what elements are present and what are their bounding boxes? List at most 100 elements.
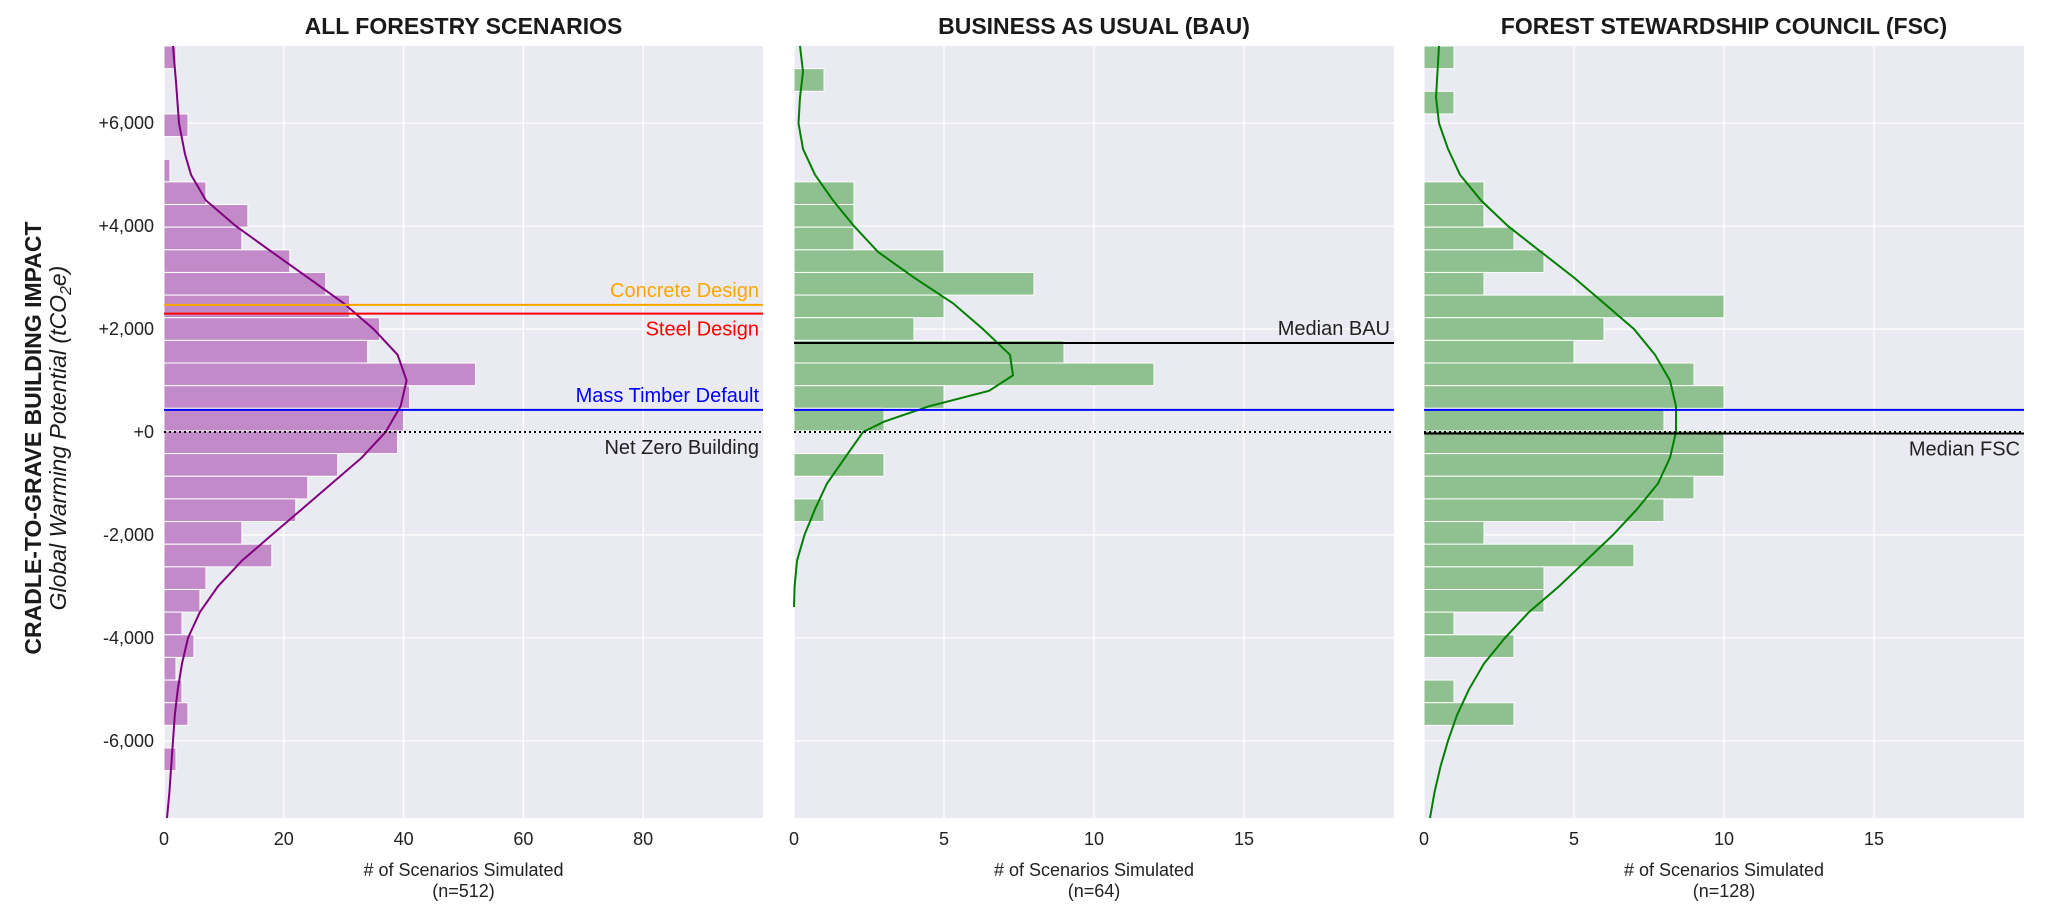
x-tick-label: 80 xyxy=(633,829,653,849)
histogram-bar xyxy=(163,656,177,681)
histogram-bar xyxy=(793,181,855,206)
reference-line-label: Net Zero Building xyxy=(604,437,759,459)
histogram-bar xyxy=(793,249,945,273)
histogram-bar xyxy=(1423,611,1455,636)
reference-line-label: Mass Timber Default xyxy=(576,385,760,407)
histogram-bar xyxy=(1423,90,1455,115)
histogram-bar xyxy=(1423,271,1485,296)
histogram-bar xyxy=(163,249,291,273)
histogram-bar xyxy=(1423,249,1545,273)
histogram-bar xyxy=(163,271,327,296)
x-tick-label: 40 xyxy=(394,829,414,849)
x-axis-sample-size: (n=64) xyxy=(1068,881,1121,901)
histogram-bar xyxy=(793,317,915,341)
panel-3: Median FSC FOREST STEWARDSHIP COUNCIL (FS… xyxy=(1419,13,2024,901)
histogram-bar xyxy=(793,385,945,409)
histogram-bar xyxy=(793,271,1035,296)
histogram-bar xyxy=(793,294,945,319)
kde-curve xyxy=(166,45,408,819)
panels: Concrete Design Steel Design Mass Timber D… xyxy=(98,13,2024,901)
histogram-bar xyxy=(163,385,411,409)
histogram-bar xyxy=(1423,498,1665,523)
histogram-bar xyxy=(163,226,243,251)
reference-line-label: Concrete Design xyxy=(610,280,759,302)
histogram-bar xyxy=(163,611,183,636)
x-axis-label: # of Scenarios Simulated xyxy=(363,860,563,880)
x-axis-label: # of Scenarios Simulated xyxy=(994,860,1194,880)
histogram-bar xyxy=(793,362,1155,387)
histogram-bar xyxy=(163,543,273,568)
x-tick-label: 0 xyxy=(1419,829,1429,849)
x-tick-label: 0 xyxy=(789,829,799,849)
histogram-bar xyxy=(163,362,476,387)
histogram-bar xyxy=(163,339,369,364)
histogram-bar xyxy=(1423,679,1455,704)
histogram-bar xyxy=(163,407,405,432)
y-tick-label: +0 xyxy=(133,422,154,442)
reference-line-label: Median BAU xyxy=(1278,318,1390,340)
histogram-bar xyxy=(1423,566,1545,590)
histogram-bar xyxy=(163,430,399,455)
histogram-bar xyxy=(163,204,249,228)
histogram-bar xyxy=(163,45,177,70)
histogram-bar xyxy=(163,181,207,206)
histogram-bar xyxy=(163,634,195,658)
histogram-bar xyxy=(1423,294,1725,319)
histogram-bar xyxy=(793,68,825,92)
histogram-bar xyxy=(1423,204,1485,228)
histogram-bar xyxy=(1423,362,1695,387)
histogram-bar xyxy=(793,226,855,251)
histogram-bar xyxy=(163,158,171,183)
y-axis-label-sub-subscript: 2 xyxy=(58,286,75,296)
reference-line-label: Steel Design xyxy=(646,319,759,341)
histogram-bar xyxy=(163,566,207,590)
panel-title: BUSINESS AS USUAL (BAU) xyxy=(938,13,1250,39)
histogram-bar xyxy=(163,498,297,523)
y-axis-label-main: CRADLE-TO-GRAVE BUILDING IMPACT xyxy=(20,221,46,654)
x-tick-label: 20 xyxy=(274,829,294,849)
histogram-bar xyxy=(1423,339,1575,364)
histogram-bar xyxy=(1423,702,1515,726)
histogram-bar xyxy=(1423,226,1515,251)
histogram-bar xyxy=(163,453,339,477)
x-tick-label: 5 xyxy=(1569,829,1579,849)
y-tick-label: -6,000 xyxy=(103,731,154,751)
histogram-bar xyxy=(1423,385,1725,409)
y-axis-label-sub-text: Global Warming Potential (tCO xyxy=(45,295,71,610)
x-axis-sample-size: (n=512) xyxy=(432,881,495,901)
y-tick-label: -2,000 xyxy=(103,525,154,545)
x-tick-label: 10 xyxy=(1714,829,1734,849)
panel-title: ALL FORESTRY SCENARIOS xyxy=(305,13,623,39)
histogram-bar xyxy=(163,317,381,341)
x-tick-label: 5 xyxy=(939,829,949,849)
x-tick-label: 60 xyxy=(513,829,533,849)
panel-1: Concrete Design Steel Design Mass Timber D… xyxy=(98,13,763,901)
histogram-bar xyxy=(163,475,309,500)
histogram-bar xyxy=(1423,407,1665,432)
y-tick-label: -4,000 xyxy=(103,628,154,648)
y-axis-label-sub: Global Warming Potential (tCO2e) xyxy=(45,266,75,611)
kde-curve xyxy=(793,45,1015,608)
y-axis-label-sub-end: e) xyxy=(45,266,71,286)
panel-title: FOREST STEWARDSHIP COUNCIL (FSC) xyxy=(1501,13,1947,39)
x-tick-label: 10 xyxy=(1084,829,1104,849)
histogram-bar xyxy=(163,113,189,138)
y-axis-label: CRADLE-TO-GRAVE BUILDING IMPACT Global W… xyxy=(20,221,75,654)
histogram-bar xyxy=(1423,634,1515,658)
x-axis-sample-size: (n=128) xyxy=(1693,881,1756,901)
histogram-bar xyxy=(163,747,177,772)
histogram-bar xyxy=(1423,543,1635,568)
histogram-bar xyxy=(163,521,243,545)
y-tick-label: +6,000 xyxy=(98,113,154,133)
x-axis-label: # of Scenarios Simulated xyxy=(1624,860,1824,880)
x-tick-label: 15 xyxy=(1864,829,1884,849)
histogram-bar xyxy=(793,407,885,432)
panel-2: Median BAU BUSINESS AS USUAL (BAU) 0 5 10 15 #… xyxy=(789,13,1394,901)
x-tick-label: 15 xyxy=(1234,829,1254,849)
histogram-bar xyxy=(793,498,825,523)
histogram-bar xyxy=(1423,317,1605,341)
y-tick-label: +2,000 xyxy=(98,319,154,339)
y-tick-label: +4,000 xyxy=(98,216,154,236)
histogram-bar xyxy=(1423,588,1545,613)
